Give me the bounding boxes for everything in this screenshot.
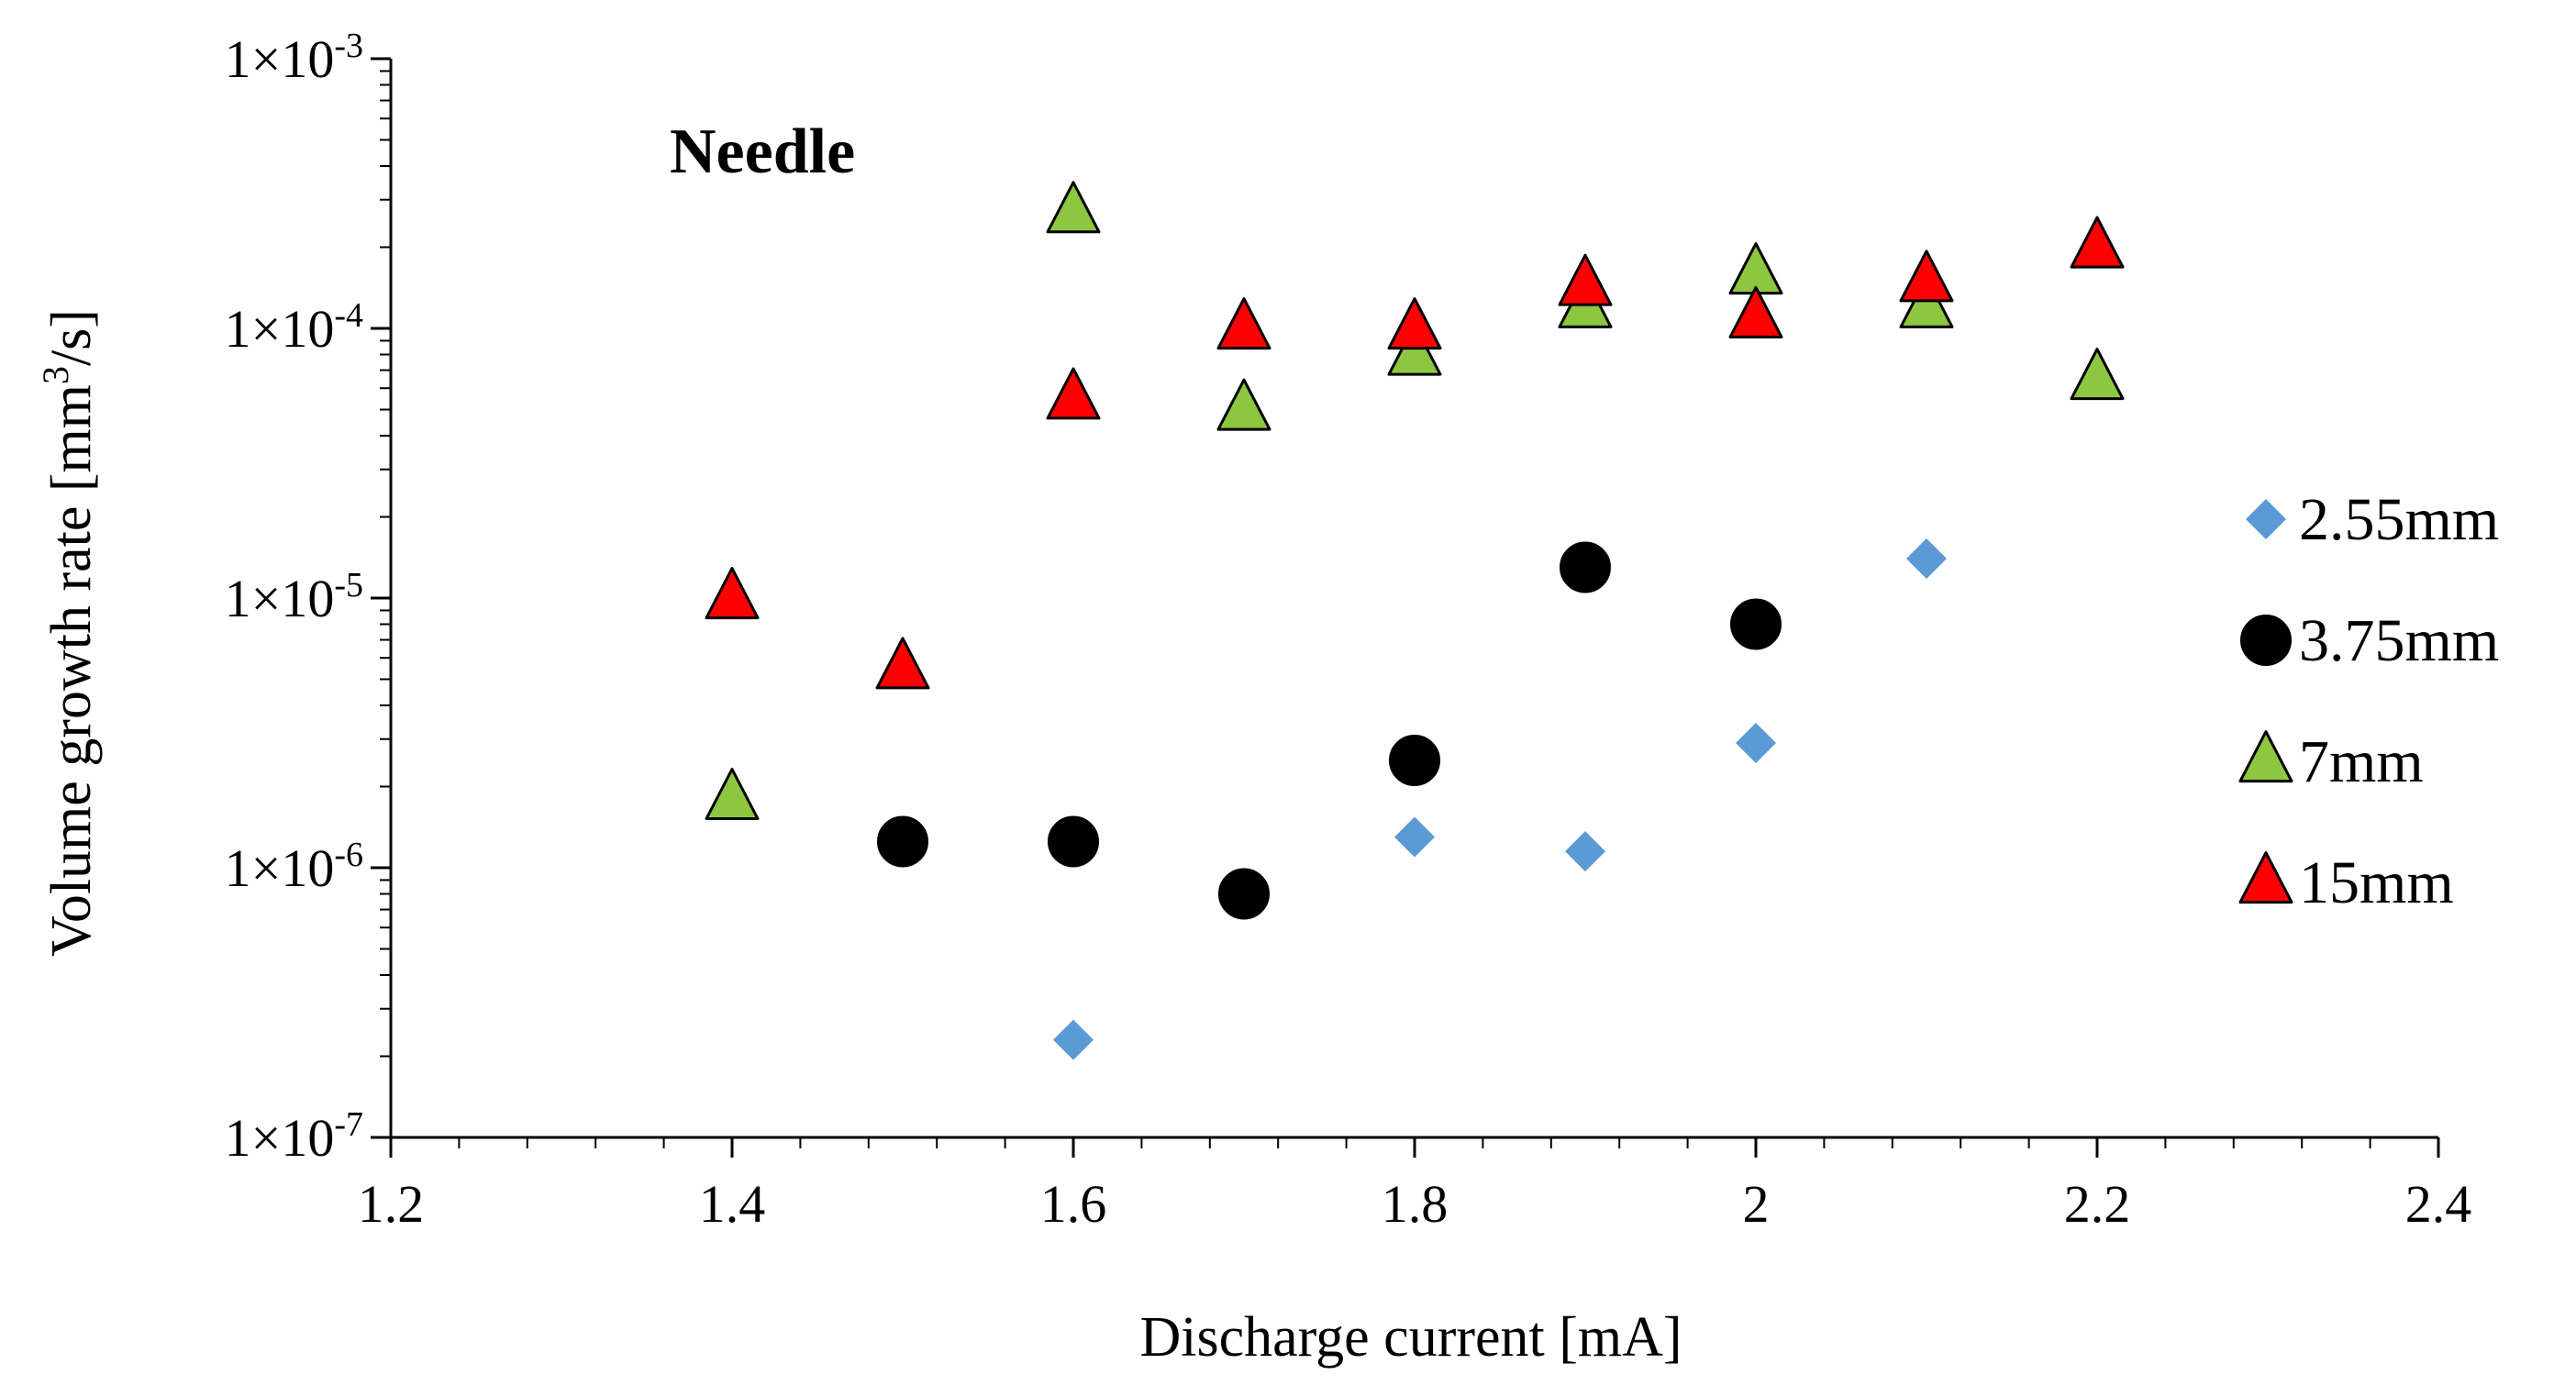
x-tick-label: 2.4: [2405, 1174, 2472, 1234]
y-tick-label: 1×10-5: [225, 566, 363, 628]
x-tick-label: 2.2: [2064, 1174, 2131, 1234]
point-15mm: [1728, 285, 1783, 338]
point-3.75mm: [1218, 868, 1270, 920]
y-tick-base: 1×10: [225, 838, 335, 898]
point-7mm: [1046, 181, 1101, 234]
y-tick-label: 1×10-6: [225, 836, 363, 898]
y-axis-title: Volume growth rate [mm3/s]: [35, 309, 103, 957]
y-tick-base: 1×10: [225, 1108, 335, 1168]
x-tick-label: 1.2: [358, 1174, 425, 1234]
y-tick-base: 1×10: [225, 299, 335, 359]
y-tick-base: 1×10: [225, 569, 335, 628]
point-15mm: [875, 637, 930, 690]
y-tick-exp: -5: [334, 566, 363, 604]
x-tick-label: 1.8: [1382, 1174, 1449, 1234]
legend: 2.55mm 3.75mm 7mm 15mm: [2238, 486, 2499, 916]
x-axis-title: Discharge current [mA]: [1139, 1306, 1682, 1369]
legend-label: 15mm: [2299, 849, 2454, 916]
point-2.55mm: [1053, 1019, 1094, 1060]
point-2.55mm: [1906, 538, 1947, 580]
y-tick-base: 1×10: [225, 29, 335, 89]
x-tick-label: 1.4: [699, 1174, 766, 1234]
y-tick-exp: -6: [334, 836, 363, 874]
legend-marker-15mm: [2238, 851, 2293, 904]
point-7mm: [705, 768, 760, 821]
y-tick-exp: -3: [334, 27, 363, 65]
point-3.75mm: [1048, 815, 1099, 868]
ticks: 1.2 1.4 1.6 1.8 2 2.2 2.41×10-71×10-61×10-51×1…: [225, 27, 2472, 1234]
point-7mm: [2070, 348, 2125, 401]
point-15mm: [1387, 297, 1442, 350]
x-tick-label: 1.6: [1040, 1174, 1107, 1234]
point-2.55mm: [1736, 723, 1776, 764]
legend-label: 2.55mm: [2299, 486, 2499, 553]
point-3.75mm: [1389, 735, 1440, 787]
y-tick-label: 1×10-7: [225, 1105, 363, 1168]
x-tick-label: 2: [1743, 1174, 1770, 1234]
point-15mm: [1046, 367, 1101, 420]
point-15mm: [705, 567, 760, 620]
point-3.75mm: [1730, 598, 1782, 650]
legend-label: 3.75mm: [2299, 607, 2499, 674]
legend-marker-3.75mm: [2240, 615, 2292, 666]
y-tick-exp: -4: [334, 296, 363, 335]
point-2.55mm: [1394, 816, 1435, 858]
y-axis-title-tail: /s]: [40, 309, 103, 366]
point-2.55mm: [1565, 831, 1605, 872]
axes: [389, 59, 2438, 1139]
data-points: [705, 181, 2125, 1060]
needle-annotation: Needle: [670, 116, 855, 187]
legend-label: 7mm: [2299, 728, 2424, 795]
legend-marker-2.55mm: [2246, 499, 2286, 539]
y-axis-title-main: Volume growth rate [mm: [40, 384, 103, 957]
point-15mm: [1899, 249, 1954, 303]
y-axis-title-sup: 3: [35, 366, 76, 384]
point-15mm: [1558, 253, 1613, 306]
legend-marker-7mm: [2238, 730, 2293, 783]
y-tick-exp: -7: [334, 1105, 363, 1144]
point-3.75mm: [877, 815, 928, 868]
point-15mm: [2070, 216, 2125, 269]
point-7mm: [1216, 378, 1271, 431]
point-7mm: [1728, 242, 1783, 295]
y-tick-label: 1×10-4: [225, 296, 363, 359]
point-3.75mm: [1560, 541, 1611, 593]
point-15mm: [1216, 297, 1271, 350]
y-tick-label: 1×10-3: [225, 27, 363, 89]
